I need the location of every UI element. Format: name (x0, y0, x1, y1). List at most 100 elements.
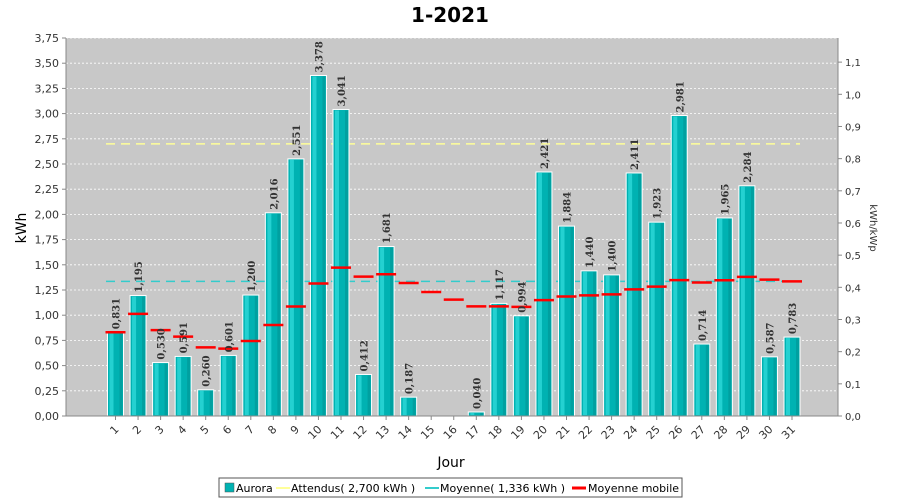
bar-highlight (154, 363, 159, 415)
bar-highlight (402, 398, 407, 415)
y-tick-label: 2,25 (35, 183, 60, 196)
data-label: 1,400 (608, 241, 619, 272)
bar-shade (660, 223, 664, 415)
data-label: 1,195 (134, 261, 145, 292)
x-tick-label: 8 (265, 423, 279, 437)
bar-shade (119, 333, 123, 415)
legend-frame (218, 477, 683, 498)
bar-highlight (222, 356, 227, 415)
bar-shade (728, 218, 732, 415)
y-tick-label: 0,50 (35, 360, 60, 373)
data-label: 1,965 (720, 184, 731, 215)
bar-highlight (312, 76, 317, 416)
y2-tick-label: 0,6 (845, 219, 861, 230)
x-tick-label: 23 (599, 423, 618, 442)
y2-tick-label: 0,0 (845, 412, 861, 423)
bar-shade (525, 316, 529, 415)
data-label: 2,981 (675, 81, 686, 112)
bar-highlight (244, 296, 249, 415)
x-axis-label: Jour (436, 455, 465, 471)
x-tick-label: 17 (463, 423, 482, 442)
legend-item-aurora: Aurora (236, 482, 273, 495)
data-label: 2,551 (292, 125, 303, 156)
bar-highlight (763, 357, 768, 415)
bar-highlight (492, 304, 497, 415)
moving-average-markers (105, 266, 802, 350)
legend-item-attendus: Attendus( 2,700 kWh ) (291, 482, 415, 495)
x-tick-label: 15 (418, 423, 437, 442)
data-label: 0,714 (698, 310, 709, 341)
x-tick-label: 3 (153, 423, 167, 437)
y-tick-label: 0,75 (35, 334, 60, 347)
x-tick-label: 18 (486, 423, 505, 442)
data-label: 2,016 (269, 178, 280, 209)
bar-highlight (289, 159, 294, 415)
x-tick-label: 10 (305, 423, 324, 442)
x-tick-label: 31 (779, 423, 798, 442)
bar-highlight (718, 218, 723, 415)
y2-tick-label: 0,7 (845, 187, 861, 198)
bar-shade (773, 357, 777, 415)
x-tick-label: 6 (220, 423, 234, 437)
data-label: 0,260 (202, 355, 213, 386)
x-tick-label: 21 (554, 423, 573, 442)
bar-highlight (470, 412, 475, 415)
x-tick-label: 20 (531, 423, 550, 442)
legend-item-moyenne-mobile: Moyenne mobile (588, 482, 679, 495)
legend-swatch-aurora (224, 482, 235, 493)
bar-highlight (537, 172, 542, 415)
y-tick-label: 1,00 (35, 309, 60, 322)
bar-highlight (357, 375, 362, 415)
data-label: 2,284 (743, 151, 754, 182)
y2-tick-label: 0,3 (845, 315, 861, 326)
bar-shade (547, 172, 551, 415)
bar-highlight (515, 316, 520, 415)
x-tick-label: 27 (689, 423, 708, 442)
data-label: 3,041 (337, 75, 348, 106)
y-axis-label: kWh (14, 213, 30, 244)
y-tick-label: 2,00 (35, 208, 60, 221)
y-tick-label: 1,50 (35, 259, 60, 272)
x-tick-label: 1 (107, 423, 121, 437)
bar-highlight (267, 213, 272, 415)
bar-shade (638, 173, 642, 415)
y2-tick-label: 1,0 (845, 90, 861, 101)
bar-highlight (199, 390, 204, 415)
bar-shade (164, 363, 168, 415)
bar-shade (796, 338, 799, 415)
legend: Aurora Attendus( 2,700 kWh ) Moyenne( 1,… (218, 477, 683, 498)
data-label: 0,783 (788, 303, 799, 334)
x-tick-label: 25 (644, 423, 663, 442)
grid-lines (66, 37, 838, 392)
x-tick-label: 22 (576, 423, 595, 442)
bar-highlight (132, 296, 137, 415)
data-label: 0,530 (157, 328, 168, 359)
y-ticks-left: 0,00 0,25 0,50 0,75 1,00 1,25 1,50 1,75 2,00 2,25… (35, 32, 66, 423)
bar-shade (750, 186, 754, 415)
y2-axis-label: kWh/kWp (867, 204, 878, 251)
y2-tick-label: 0,5 (845, 251, 861, 262)
x-tick-label: 14 (396, 423, 415, 442)
bar-shade (570, 227, 574, 415)
y-tick-label: 0,00 (35, 410, 60, 423)
y2-tick-label: 0,1 (845, 380, 861, 391)
data-labels: 0,831 1,195 0,530 0,591 0,260 0,601 1,200 2,016… (112, 41, 800, 409)
data-label: 0,591 (179, 322, 190, 353)
data-label: 2,421 (540, 138, 551, 169)
y-tick-label: 3,00 (35, 108, 60, 121)
y2-tick-label: 0,9 (845, 122, 861, 133)
bar-shade (209, 390, 213, 415)
y-tick-label: 2,50 (35, 158, 60, 171)
x-ticks: 1 2 3 4 5 6 7 8 9 10 11 12 13 14 15 16 17 18 19 20 21 22 23 24 2… (107, 416, 798, 442)
bar-highlight (695, 345, 700, 415)
y-tick-label: 3,75 (35, 32, 60, 45)
bar-highlight (628, 173, 633, 415)
bar-shade (322, 76, 326, 416)
y-ticks-right: 0,0 0,1 0,2 0,3 0,4 0,5 0,6 0,7 0,8 0,9 1,0 1,1 (838, 58, 861, 423)
bar-highlight (605, 275, 610, 415)
bar-shade (254, 296, 258, 415)
y2-tick-label: 0,4 (845, 283, 861, 294)
bar-shade (615, 275, 619, 415)
data-label: 1,923 (653, 188, 664, 219)
